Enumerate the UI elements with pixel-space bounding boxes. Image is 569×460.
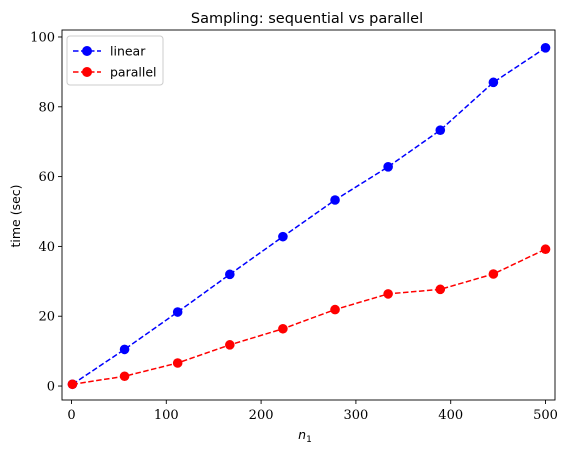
x-tick-label-0: 0 <box>67 408 75 423</box>
data-point-linear-6 <box>383 162 393 172</box>
data-point-parallel-3 <box>225 340 235 350</box>
legend-entry-parallel: parallel <box>73 65 157 80</box>
data-point-linear-9 <box>540 43 551 53</box>
series-line-linear <box>72 47 546 385</box>
data-point-parallel-4 <box>278 323 288 334</box>
data-point-linear-8 <box>488 77 499 88</box>
y-tick-label-80: 80 <box>38 100 55 115</box>
data-point-linear-3 <box>225 269 235 280</box>
x-tick-label-200: 200 <box>249 408 274 423</box>
data-point-parallel-1 <box>119 371 130 382</box>
data-point-parallel-2 <box>172 358 183 368</box>
data-point-parallel-8 <box>488 269 499 279</box>
data-point-linear-1 <box>119 344 130 355</box>
x-tick-label-300: 300 <box>343 408 368 423</box>
y-tick-label-20: 20 <box>38 310 55 325</box>
x-tick-label-400: 400 <box>438 408 463 423</box>
x-tick-label-500: 500 <box>533 408 558 423</box>
data-point-parallel-6 <box>383 289 393 299</box>
data-point-parallel-7 <box>435 284 446 295</box>
series-line-parallel <box>72 248 546 386</box>
x-axis-label-subscript: 1 <box>306 435 312 445</box>
data-point-linear-2 <box>172 307 183 317</box>
plot-area: 0 100 200 300 400 500 0 20 40 60 80 100 <box>30 29 558 423</box>
axes-frame <box>61 29 556 401</box>
data-point-linear-7 <box>435 125 446 135</box>
data-point-parallel-0 <box>67 379 78 390</box>
legend: linear parallel <box>66 35 164 86</box>
y-axis-label: time (sec) <box>8 184 23 247</box>
legend-entry-linear: linear <box>73 44 146 59</box>
y-tick-label-100: 100 <box>30 30 55 45</box>
x-axis-label-main: n <box>298 427 306 442</box>
data-point-linear-5 <box>330 195 340 205</box>
chart-title: Sampling: sequential vs parallel <box>191 11 423 27</box>
legend-marker-linear <box>82 46 92 56</box>
x-tick-label-100: 100 <box>154 408 179 423</box>
x-axis-label: n1 <box>298 427 312 445</box>
data-point-parallel-5 <box>330 304 340 315</box>
legend-label-parallel: parallel <box>110 65 157 80</box>
y-tick-label-60: 60 <box>38 170 55 185</box>
data-point-parallel-9 <box>540 244 551 255</box>
y-tick-label-40: 40 <box>38 240 55 255</box>
data-point-linear-4 <box>278 231 288 242</box>
y-tick-label-0: 0 <box>47 380 55 395</box>
legend-marker-parallel <box>82 67 92 77</box>
legend-label-linear: linear <box>110 44 146 59</box>
